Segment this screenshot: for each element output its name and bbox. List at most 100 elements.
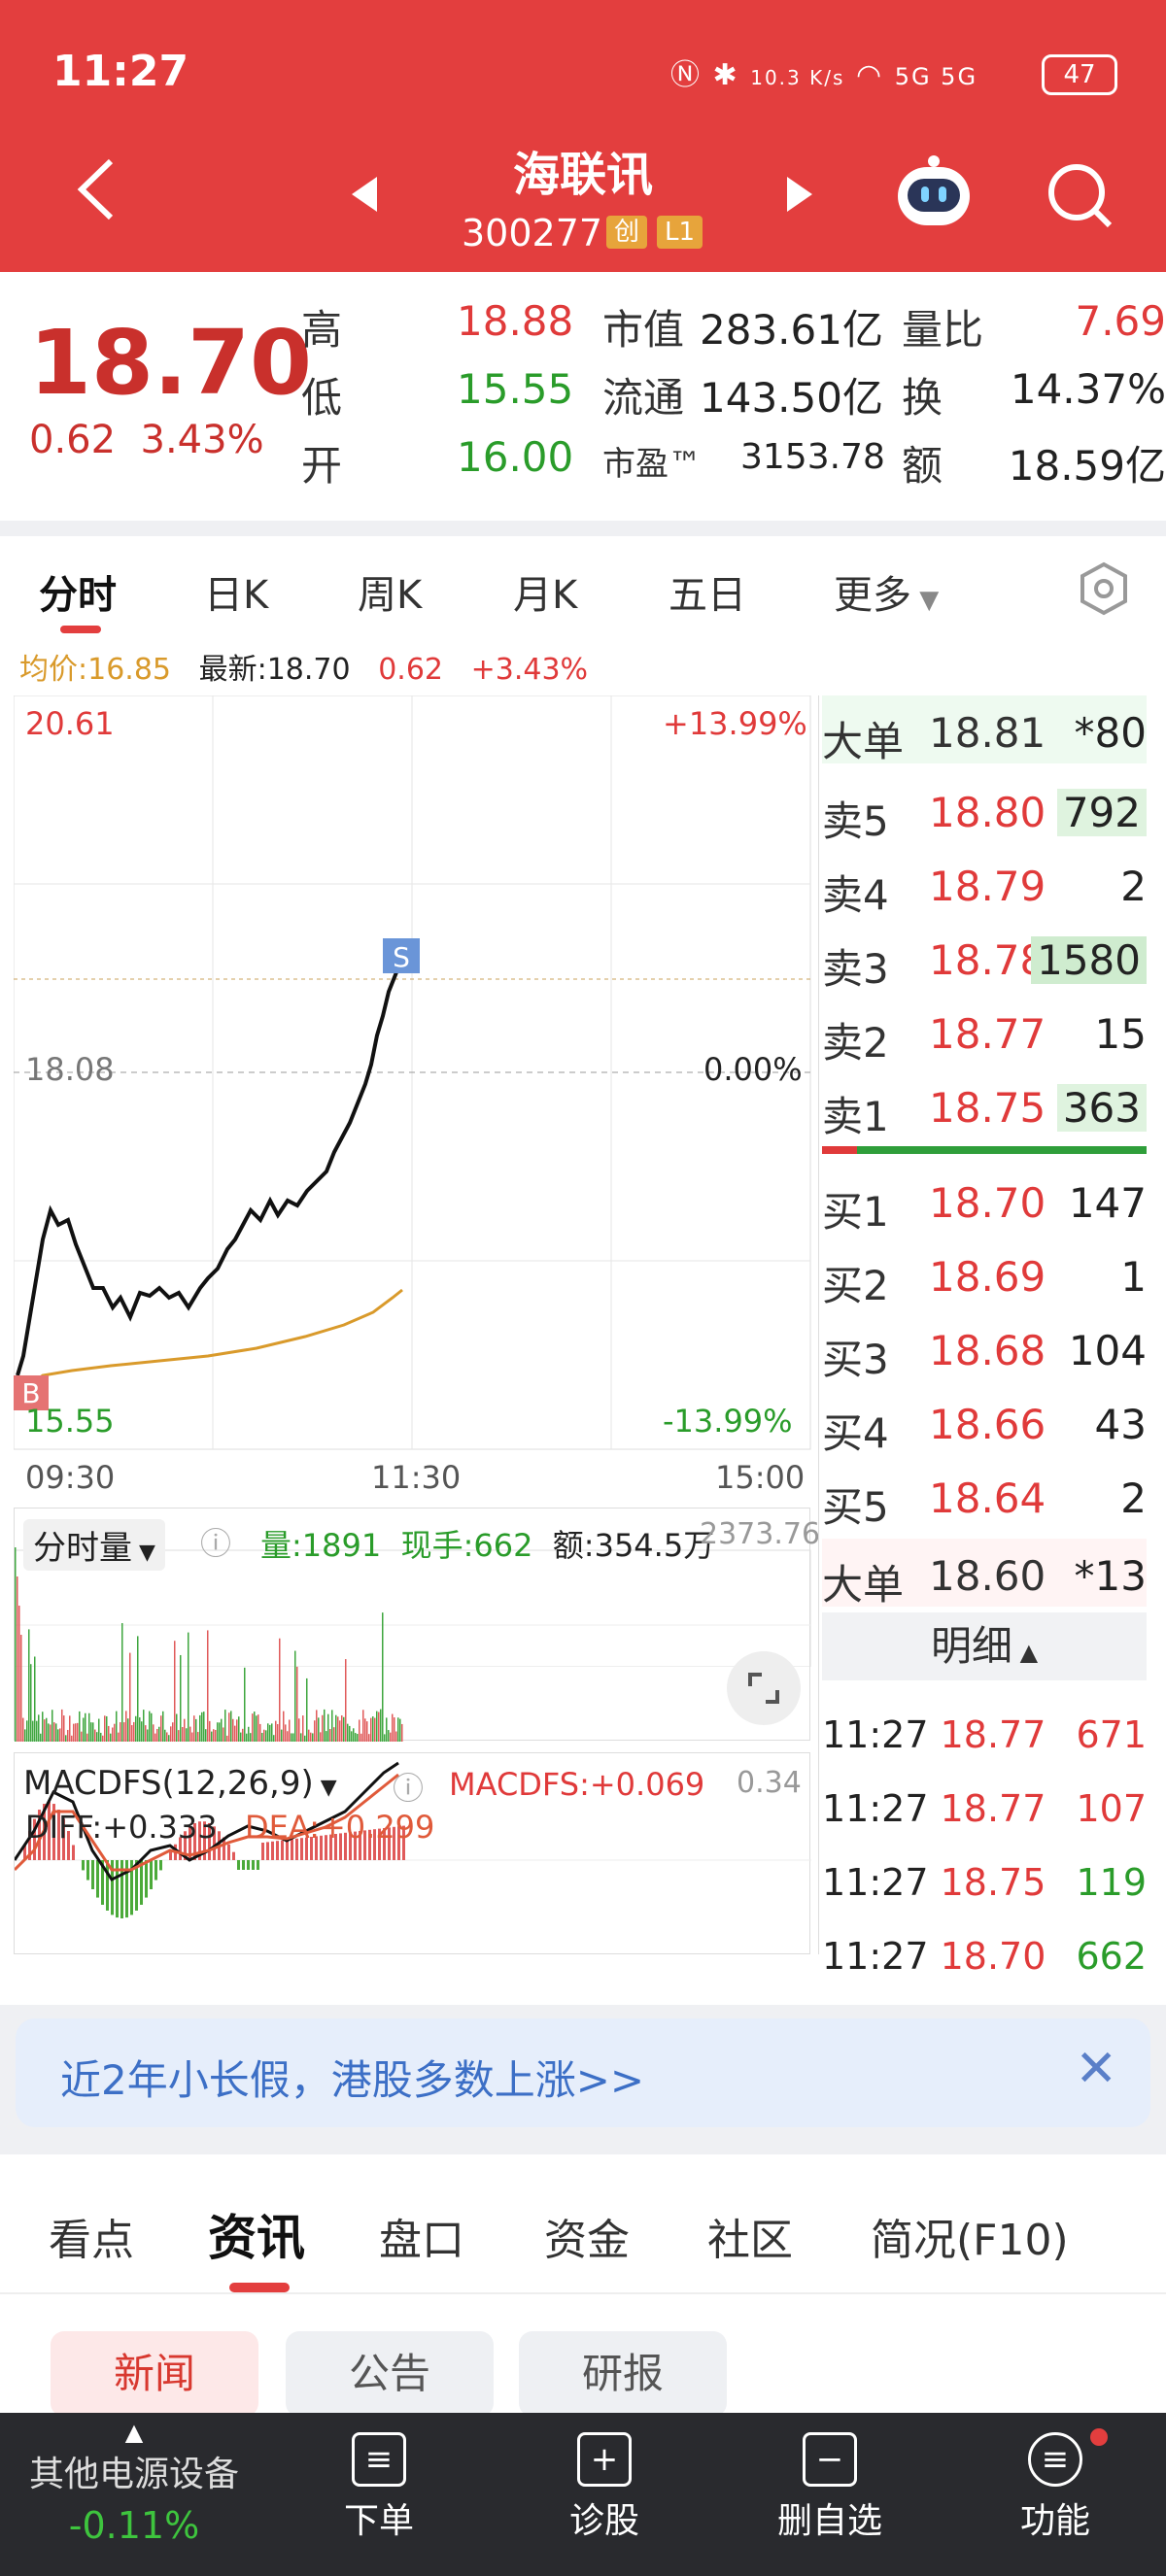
bid-row[interactable]: 买2 18.69 1 <box>822 1239 1147 1309</box>
tab-market-depth[interactable]: 盘口 <box>379 2216 464 2265</box>
ask-row[interactable]: 卖1 18.75 363 <box>822 1070 1147 1140</box>
remove-watchlist-button[interactable]: − 删自选 <box>742 2432 917 2543</box>
ask-row[interactable]: 卖2 18.77 15 <box>822 997 1147 1067</box>
notification-dot <box>1090 2428 1108 2446</box>
volume-bar <box>201 1712 203 1742</box>
tab-highlights[interactable]: 看点 <box>49 2216 134 2265</box>
volume-bar <box>331 1710 333 1742</box>
macd-bar <box>106 1860 109 1911</box>
volume-bar <box>244 1667 246 1742</box>
tab-community[interactable]: 社区 <box>707 2216 793 2265</box>
robot-assistant-icon[interactable] <box>892 153 976 235</box>
ask-row[interactable]: 卖5 18.80 792 <box>822 775 1147 845</box>
next-stock-icon[interactable] <box>785 175 814 218</box>
volume-bar <box>199 1714 201 1742</box>
functions-button[interactable]: ≡ 功能 <box>968 2432 1143 2543</box>
signal-text: 5G 5G <box>894 63 978 90</box>
volume-bar <box>335 1714 337 1742</box>
volume-max: 2373.76 <box>700 1517 821 1551</box>
settings-hex-icon[interactable] <box>1077 561 1131 620</box>
volume-bar <box>145 1725 147 1742</box>
tab-more[interactable]: 更多 ▼ <box>834 563 939 620</box>
help-icon[interactable]: ⓘ <box>200 1525 232 1562</box>
tab-news-info[interactable]: 资讯 <box>208 2210 305 2266</box>
volume-bar <box>116 1711 118 1742</box>
x-label-open: 09:30 <box>25 1459 116 1496</box>
volume-bar <box>36 1720 38 1742</box>
macd-bar <box>320 1835 323 1860</box>
detail-toggle[interactable]: 明细 ▲ <box>822 1612 1147 1680</box>
bid-row[interactable]: 买3 18.68 104 <box>822 1313 1147 1383</box>
promo-banner[interactable]: 近2年小长假，港股多数上涨>> ✕ <box>16 2018 1150 2127</box>
ask-row[interactable]: 卖3 18.78 1580 <box>822 923 1147 993</box>
divider <box>0 2292 1166 2294</box>
volume-bar <box>120 1722 121 1742</box>
macd-bar <box>300 1838 303 1860</box>
volume-bar <box>164 1729 166 1742</box>
high-label: 高 <box>301 306 343 354</box>
back-icon[interactable] <box>74 155 117 237</box>
diagnose-button[interactable]: + 诊股 <box>517 2432 692 2543</box>
volume-bar <box>337 1716 339 1742</box>
bid-vol: 43 <box>1094 1401 1147 1448</box>
volume-bar <box>397 1717 399 1742</box>
open-label: 开 <box>301 442 343 490</box>
volume-bar <box>213 1729 215 1742</box>
macd-bar <box>82 1860 85 1871</box>
tab-capital[interactable]: 资金 <box>544 2216 630 2265</box>
ask-vol: 2 <box>1120 863 1147 910</box>
tab-daily-k[interactable]: 日K <box>204 573 269 618</box>
volume-bar <box>250 1733 252 1742</box>
volume-bar <box>322 1714 324 1742</box>
macd-bar <box>344 1832 347 1860</box>
macd-bar <box>378 1828 381 1860</box>
macd-bar <box>154 1860 157 1881</box>
macd-bar <box>291 1839 293 1860</box>
macd-bar <box>86 1860 89 1881</box>
macd-bar <box>237 1860 240 1870</box>
latest-price-label: 最新:18.70 <box>198 653 351 687</box>
tab-five-day[interactable]: 五日 <box>669 573 746 618</box>
volume-bar <box>160 1715 162 1742</box>
tab-weekly-k[interactable]: 周K <box>358 573 423 618</box>
bid-row[interactable]: 买4 18.66 43 <box>822 1387 1147 1457</box>
tab-monthly-k[interactable]: 月K <box>513 573 578 618</box>
bid-row[interactable]: 买5 18.64 2 <box>822 1461 1147 1531</box>
volume-bar <box>366 1721 368 1742</box>
bid-row[interactable]: 买1 18.70 147 <box>822 1166 1147 1236</box>
diagnose-label: 诊股 <box>568 2501 639 2541</box>
pill-research[interactable]: 研报 <box>519 2331 727 2417</box>
ask-row[interactable]: 卖4 18.79 2 <box>822 849 1147 919</box>
close-icon[interactable]: ✕ <box>1075 2040 1117 2098</box>
sector-widget[interactable]: ▲ 其他电源设备 -0.11% <box>0 2413 268 2576</box>
tab-intraday[interactable]: 分时 <box>39 573 117 618</box>
macd-bar <box>271 1841 274 1860</box>
big-order-top[interactable]: 大单 18.81 *80 <box>822 695 1147 765</box>
volume-bar <box>306 1678 308 1742</box>
order-button[interactable]: ≡ 下单 <box>292 2432 466 2543</box>
ask-vol: 1580 <box>1031 936 1147 984</box>
fullscreen-icon[interactable] <box>727 1651 801 1725</box>
help-icon[interactable]: ⓘ <box>393 1770 425 1807</box>
volume-bar <box>228 1712 230 1742</box>
big-order-bottom[interactable]: 大单 18.60 *13 <box>822 1539 1147 1609</box>
pill-announcements[interactable]: 公告 <box>286 2331 494 2417</box>
volume-bar <box>355 1733 357 1742</box>
volume-bar <box>98 1718 100 1742</box>
tick-time: 11:27 <box>822 1713 929 1756</box>
search-icon[interactable] <box>1046 161 1114 233</box>
tab-f10[interactable]: 简况(F10) <box>871 2216 1069 2265</box>
ask-vol: 363 <box>1056 1084 1147 1132</box>
amount-value: 18.59亿 <box>1008 442 1166 490</box>
macd-bar <box>363 1830 366 1860</box>
macd-bar <box>72 1845 75 1860</box>
prev-stock-icon[interactable] <box>350 175 379 218</box>
volume-bar <box>238 1716 240 1742</box>
tick-row: 11:27 18.75 119 <box>822 1861 1147 1904</box>
intraday-chart[interactable]: S B <box>14 695 812 1667</box>
volume-type-dropdown[interactable]: 分时量 ▼ <box>23 1519 165 1571</box>
volume-bar <box>287 1731 289 1742</box>
volume-bar <box>203 1712 205 1742</box>
pill-news[interactable]: 新闻 <box>51 2331 258 2417</box>
macd-dropdown[interactable]: MACDFS(12,26,9) ▼ <box>23 1764 337 1803</box>
